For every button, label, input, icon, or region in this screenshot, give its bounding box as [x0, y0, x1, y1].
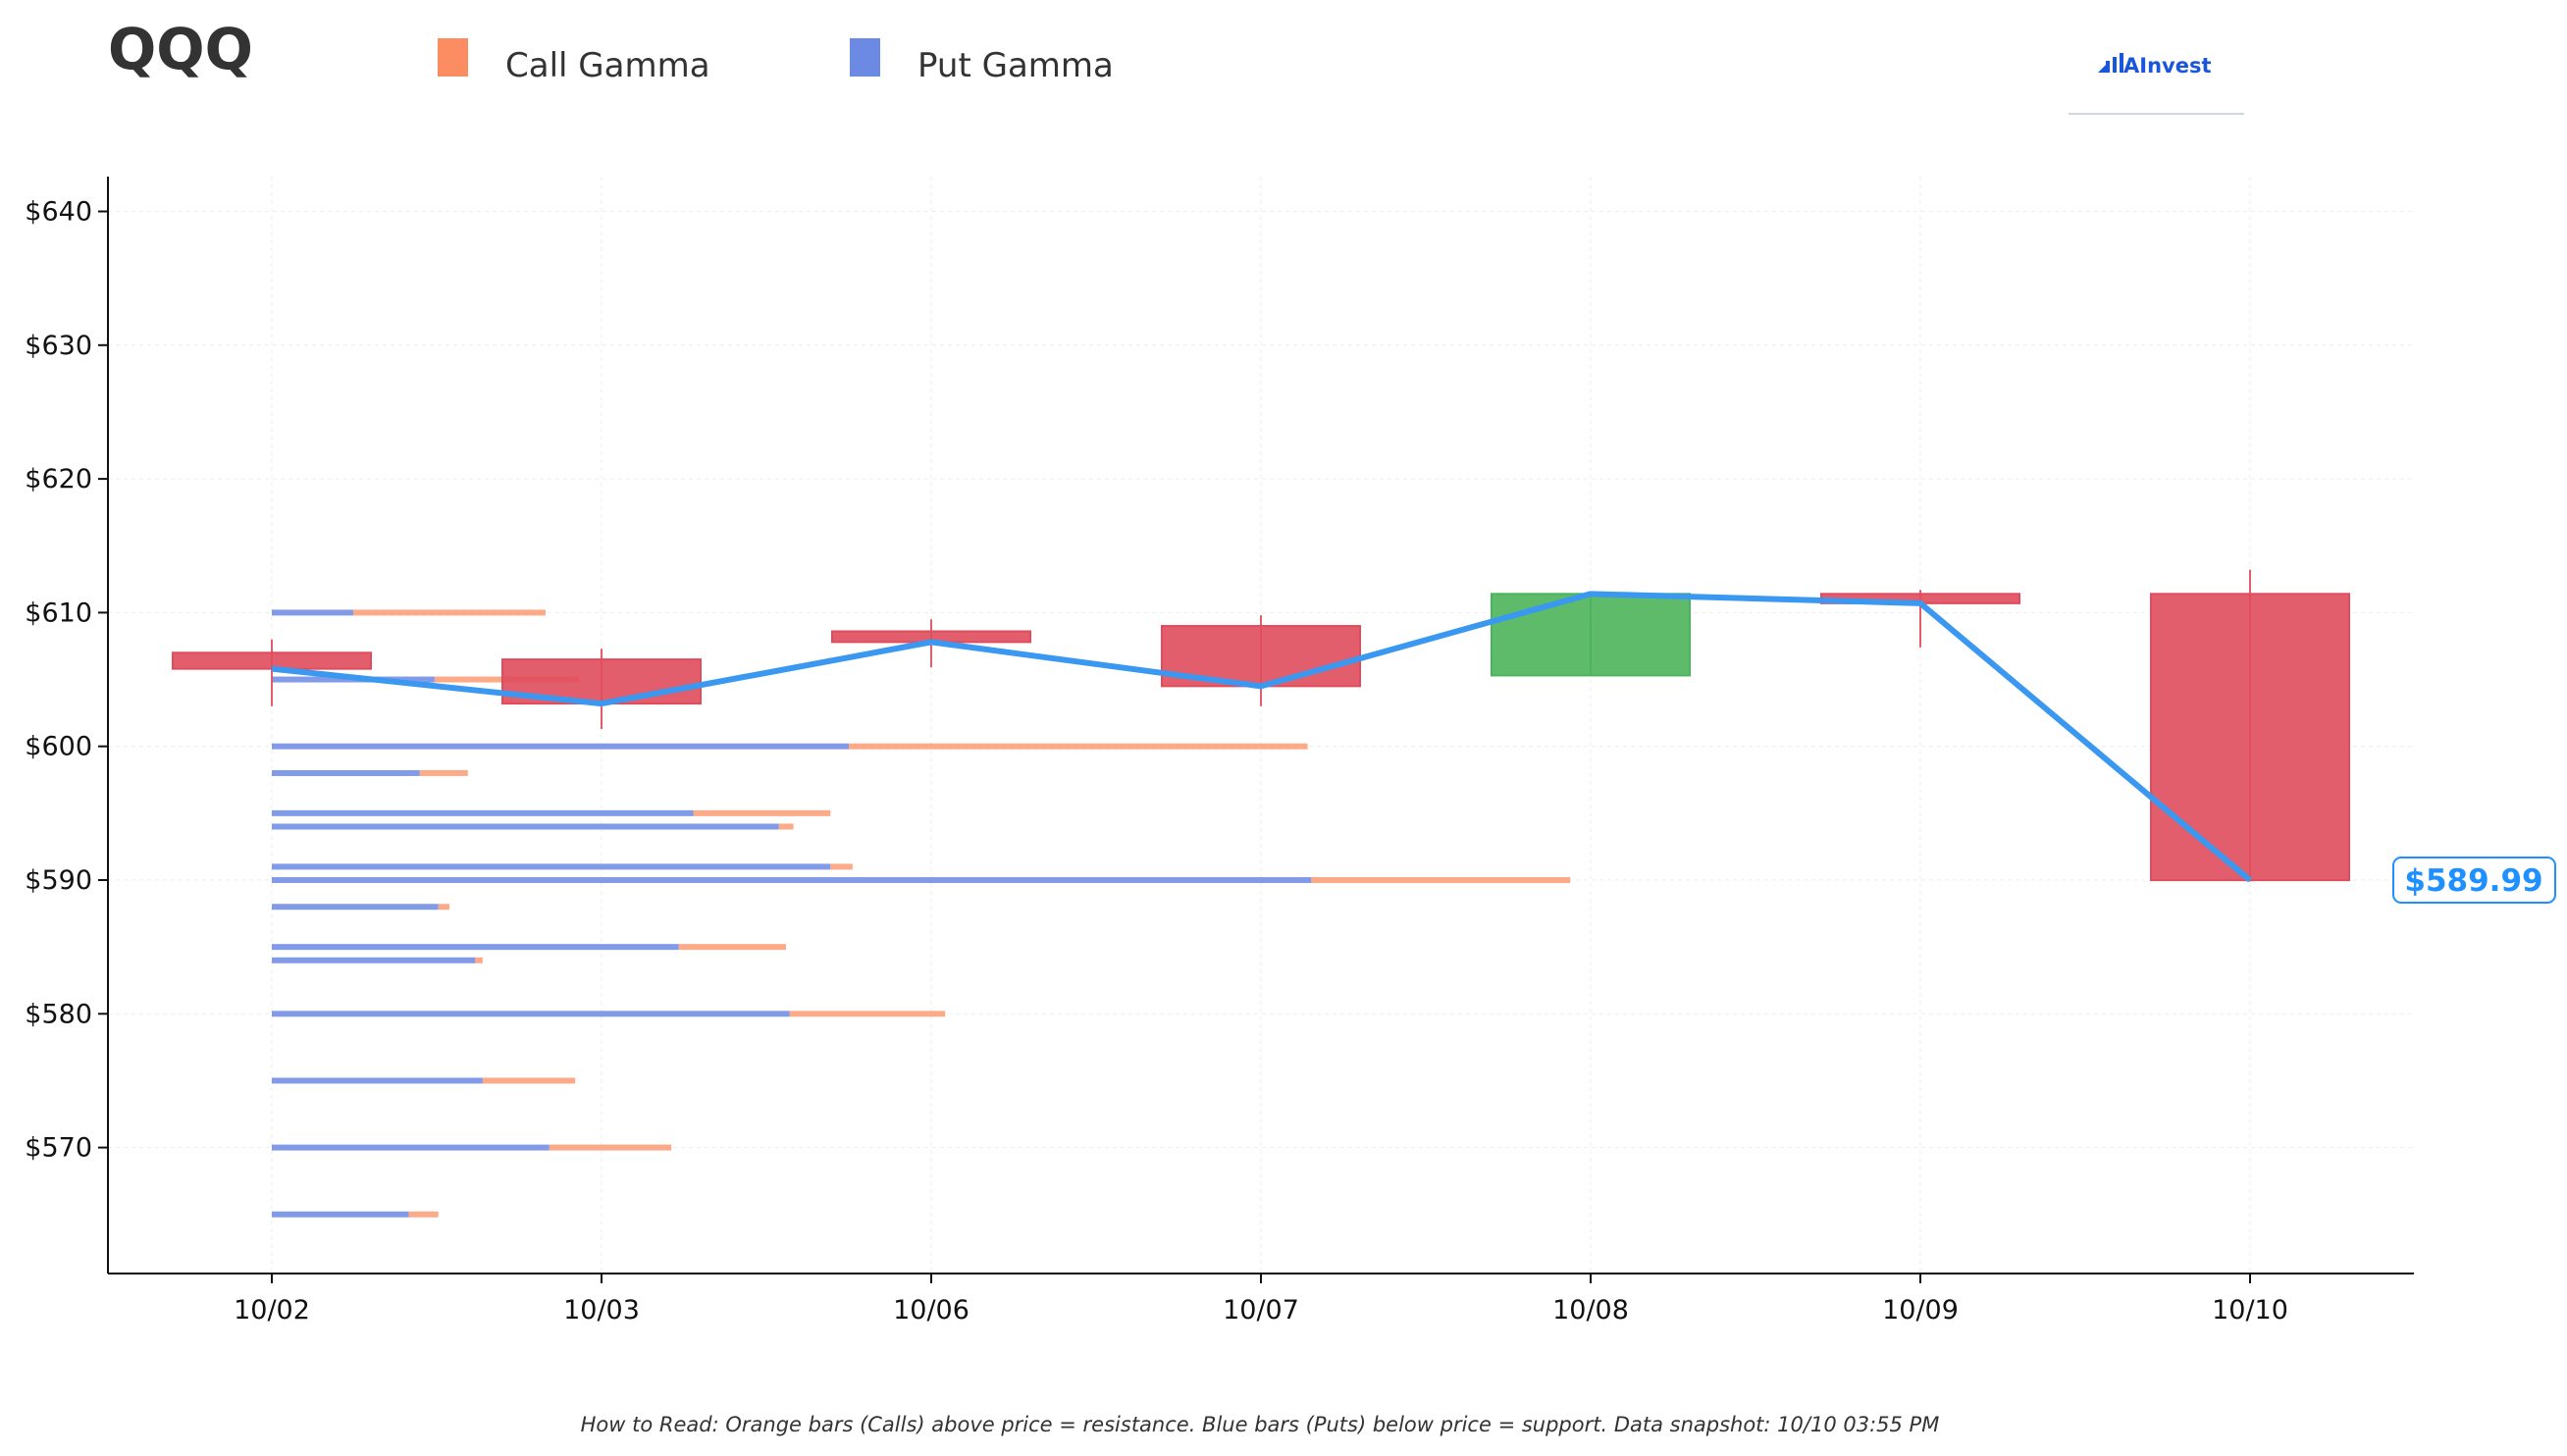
- call-gamma-bar-11: [789, 1011, 946, 1017]
- x-tick-label-5: 10/09: [1882, 1295, 1959, 1326]
- legend-call-label: Call Gamma: [505, 46, 710, 85]
- grid: [108, 177, 2414, 1274]
- put-gamma-bar-6: [272, 863, 831, 870]
- put-gamma-bar-14: [272, 1211, 409, 1218]
- y-tick-label-0: $570: [25, 1133, 92, 1164]
- candle-body-6: [2150, 593, 2350, 882]
- current-price-badge: $589.99: [2392, 857, 2556, 904]
- call-gamma-bar-0: [352, 609, 546, 616]
- y-tick-label-5: $620: [25, 464, 92, 494]
- put-gamma-bar-7: [272, 877, 1312, 883]
- call-gamma-bar-2: [849, 743, 1308, 750]
- legend-call-swatch: [438, 38, 468, 77]
- x-tick-label-6: 10/10: [2212, 1295, 2288, 1326]
- gamma-bars: [272, 609, 1571, 1218]
- call-gamma-bar-6: [830, 863, 853, 870]
- x-tick-label-0: 10/02: [234, 1295, 310, 1326]
- y-tick-label-1: $580: [25, 999, 92, 1029]
- call-gamma-bar-5: [778, 823, 794, 830]
- bar-chart-icon: [2098, 53, 2123, 73]
- y-tick-label-2: $590: [25, 865, 92, 896]
- legend-put-swatch: [850, 38, 880, 77]
- current-price-label: $589.99: [2404, 863, 2542, 899]
- x-tick-label-2: 10/06: [893, 1295, 969, 1326]
- x-tick-label-4: 10/08: [1552, 1295, 1629, 1326]
- legend-put-label: Put Gamma: [917, 46, 1114, 85]
- y-tick-label-4: $610: [25, 598, 92, 628]
- call-gamma-bar-3: [419, 769, 468, 776]
- put-gamma-bar-10: [272, 957, 476, 963]
- x-axis-ticks: 10/02 10/03 10/06 10/07 10/08 10/09 10/10: [234, 1274, 2288, 1326]
- put-gamma-bar-13: [272, 1144, 550, 1151]
- put-gamma-bar-11: [272, 1011, 790, 1017]
- price-line-path: [271, 591, 2252, 883]
- candle-body-0: [172, 651, 372, 670]
- put-gamma-bar-9: [272, 944, 679, 951]
- footnote: How to Read: Orange bars (Calls) above p…: [581, 1413, 1940, 1436]
- call-gamma-bar-13: [549, 1144, 672, 1151]
- call-gamma-bar-8: [438, 904, 449, 910]
- put-gamma-bar-3: [272, 769, 420, 776]
- put-gamma-bar-2: [272, 743, 850, 750]
- call-gamma-bar-7: [1311, 877, 1571, 883]
- y-tick-label-3: $600: [25, 732, 92, 762]
- put-gamma-bar-4: [272, 809, 694, 816]
- put-gamma-bar-5: [272, 823, 779, 830]
- price-line: [271, 591, 2252, 883]
- put-gamma-bar-12: [272, 1077, 483, 1084]
- chart-title: QQQ: [108, 16, 253, 82]
- put-gamma-bar-8: [272, 904, 439, 910]
- y-tick-label-7: $640: [25, 197, 92, 228]
- logo-text: AInvest: [2123, 54, 2212, 78]
- y-axis-ticks: $570 $580 $590 $600 $610 $620 $630 $640: [25, 197, 108, 1164]
- y-tick-label-6: $630: [25, 331, 92, 361]
- candle-body-4: [1491, 593, 1691, 677]
- put-gamma-bar-0: [272, 609, 353, 616]
- call-gamma-bar-14: [408, 1211, 439, 1218]
- call-gamma-bar-9: [678, 944, 787, 951]
- ainvest-logo: AInvest: [2069, 53, 2244, 115]
- x-tick-label-1: 10/03: [563, 1295, 640, 1326]
- candlesticks: [172, 569, 2350, 882]
- call-gamma-bar-12: [482, 1077, 576, 1084]
- call-gamma-bar-10: [475, 957, 483, 963]
- call-gamma-bar-4: [693, 809, 831, 816]
- x-tick-label-3: 10/07: [1223, 1295, 1299, 1326]
